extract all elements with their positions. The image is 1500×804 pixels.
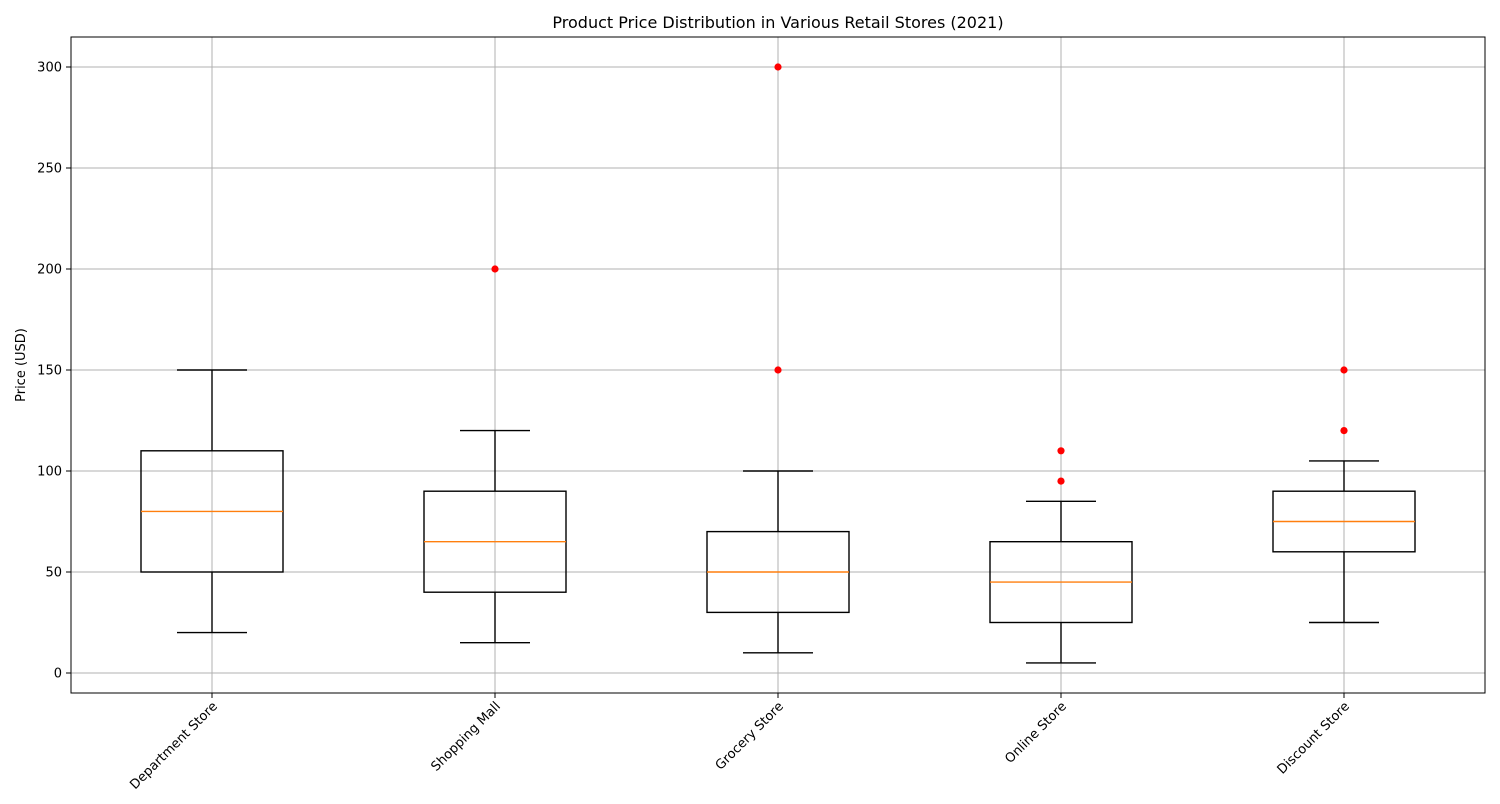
axes-frame: [70, 36, 1486, 694]
y-tick-label: 250: [37, 162, 62, 177]
outlier-point: [491, 265, 499, 273]
box-group-department-store: [140, 369, 284, 634]
grid-layer: [71, 37, 1485, 693]
y-tick-label: 200: [37, 263, 62, 278]
box-group-grocery-store: [706, 63, 850, 654]
box-group-shopping-mall: [423, 265, 567, 644]
axis-layer: 0 50 100 150 200 250 300 Department Store Shoppi…: [37, 61, 1353, 793]
x-tick-label: Online Store: [1002, 699, 1069, 766]
x-tick-label: Grocery Store: [713, 699, 787, 773]
y-tick-label: 300: [37, 61, 62, 76]
outlier-point: [774, 63, 782, 71]
y-tick-label: 50: [45, 566, 62, 581]
box-layer: [140, 63, 1416, 664]
outlier-point: [1057, 447, 1065, 455]
x-tick-label: Department Store: [127, 699, 220, 792]
outlier-point: [1057, 477, 1065, 485]
box-group-online-store: [989, 447, 1133, 664]
outlier-point: [1340, 427, 1348, 435]
y-tick-label: 150: [37, 364, 62, 379]
outlier-point: [774, 366, 782, 374]
box-group-discount-store: [1272, 366, 1416, 624]
y-tick-label: 0: [54, 667, 62, 682]
y-tick-label: 100: [37, 465, 62, 480]
x-tick-label: Shopping Mall: [428, 699, 503, 774]
outlier-point: [1340, 366, 1348, 374]
y-axis-label: Price (USD): [14, 328, 29, 402]
x-tick-label: Discount Store: [1275, 699, 1353, 777]
chart-title: Product Price Distribution in Various Re…: [552, 13, 1003, 32]
